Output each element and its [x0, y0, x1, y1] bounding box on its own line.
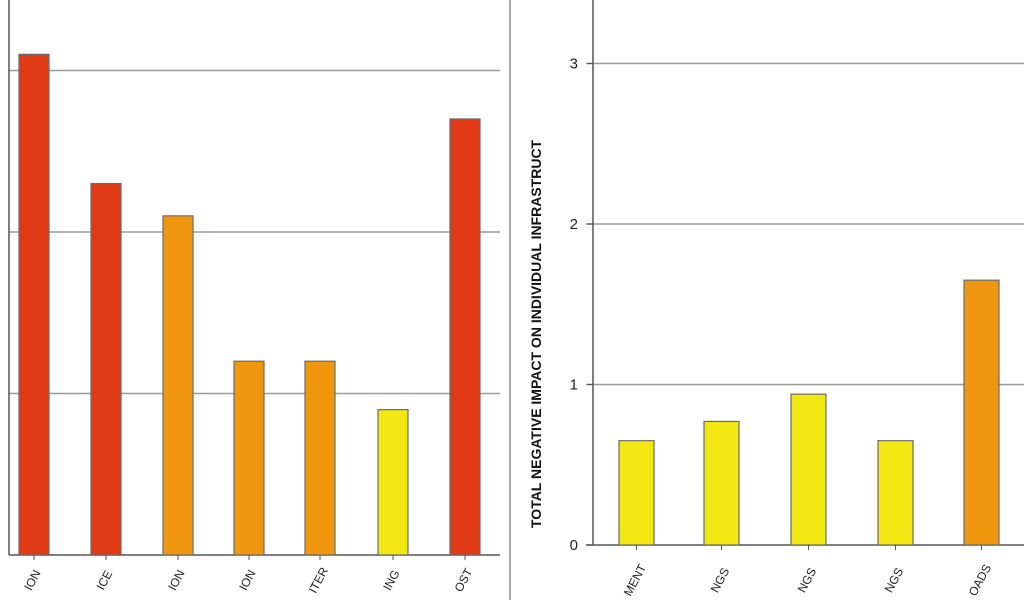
right-category-label: NGS: [882, 565, 907, 595]
right-bar: [963, 279, 1000, 546]
right-category-label: OADS: [966, 562, 994, 599]
left-category-label: ITER: [306, 564, 331, 595]
right-y-tick-label: 1: [570, 377, 578, 394]
left-bar: [233, 360, 265, 556]
left-category-label: ION: [165, 567, 187, 592]
right-bar: [703, 420, 740, 546]
left-category-label: ION: [236, 567, 258, 592]
left-bar: [90, 182, 122, 556]
left-bar: [377, 409, 409, 556]
left-category-label: ION: [21, 567, 43, 592]
left-bar: [18, 53, 50, 556]
right-chart-y-axis-label: TOTAL NEGATIVE IMPACT ON INDIVIDUAL INFR…: [528, 139, 544, 528]
right-y-tick-label: 2: [570, 216, 578, 233]
left-chart: ION ICE ION ION ITER ING OST: [8, 0, 500, 595]
right-y-tick-label: 3: [570, 56, 578, 73]
left-bar: [449, 118, 481, 556]
right-bar: [618, 440, 655, 546]
left-bar: [162, 215, 194, 556]
right-category-label: NGS: [795, 565, 820, 595]
right-chart: 0 1 2 3 MENT NGS NGS NGS OADS: [570, 0, 1024, 598]
right-category-label: NGS: [708, 565, 733, 595]
left-category-label: ICE: [94, 568, 116, 592]
right-category-label: MENT: [621, 561, 650, 598]
left-bar: [304, 360, 336, 556]
right-y-tick-label: 0: [570, 537, 578, 554]
left-category-label: OST: [451, 565, 475, 594]
left-category-label: ING: [380, 567, 402, 592]
right-bar: [877, 440, 914, 546]
right-bar: [790, 393, 827, 546]
